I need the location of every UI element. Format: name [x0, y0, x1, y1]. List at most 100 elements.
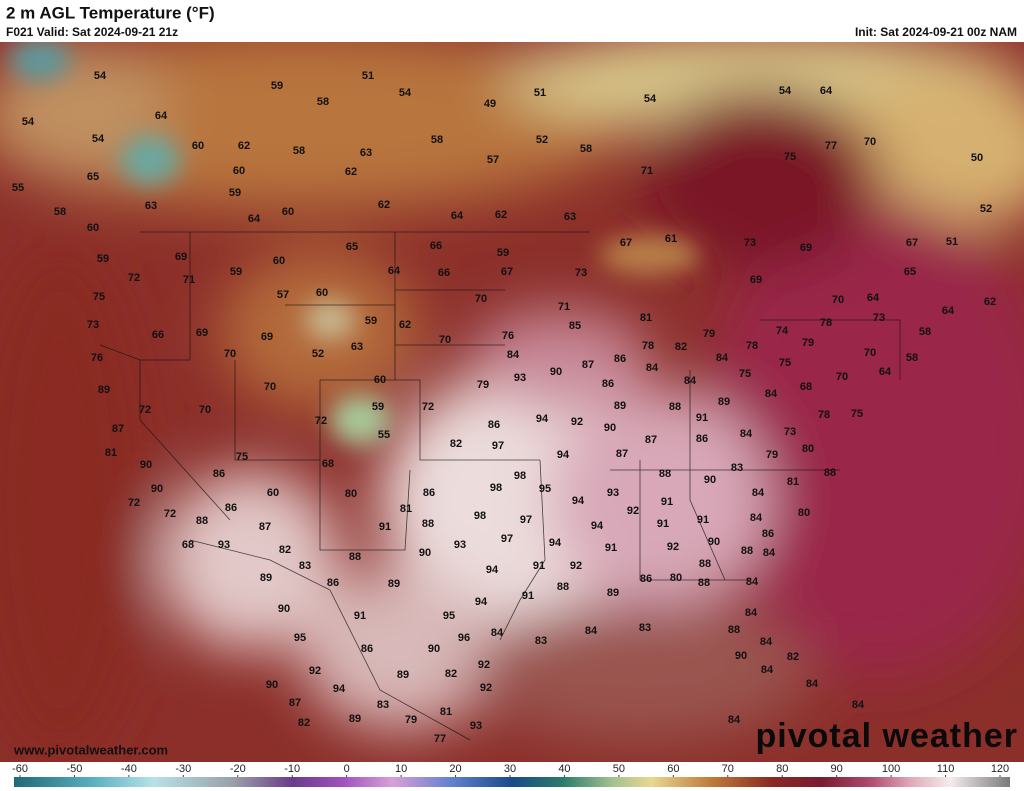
temperature-label: 63 — [564, 211, 576, 223]
temperature-label: 70 — [439, 334, 451, 346]
temperature-label: 78 — [818, 409, 830, 421]
temperature-label: 55 — [378, 429, 390, 441]
temperature-label: 92 — [571, 416, 583, 428]
temperature-label: 54 — [94, 70, 107, 82]
temperature-label: 92 — [570, 560, 582, 572]
map-title: 2 m AGL Temperature (°F) — [6, 3, 215, 22]
temperature-label: 88 — [699, 558, 711, 570]
temperature-label: 92 — [480, 682, 492, 694]
colorbar-tick-label: 100 — [882, 763, 900, 775]
temperature-label: 94 — [333, 683, 346, 695]
temperature-label: 90 — [735, 650, 747, 662]
temperature-label: 96 — [458, 632, 470, 644]
temperature-label: 59 — [497, 247, 509, 259]
temperature-label: 83 — [639, 622, 651, 634]
temperature-label: 50 — [971, 152, 983, 164]
temperature-label: 51 — [946, 236, 958, 248]
temperature-label: 88 — [728, 624, 740, 636]
temperature-label: 63 — [351, 341, 363, 353]
temperature-label: 84 — [585, 625, 598, 637]
temperature-label: 91 — [697, 514, 709, 526]
temperature-label: 72 — [128, 272, 140, 284]
temperature-label: 67 — [620, 237, 632, 249]
temperature-label: 94 — [557, 449, 570, 461]
temperature-label: 54 — [399, 87, 412, 99]
temperature-label: 86 — [602, 378, 614, 390]
temperature-label: 91 — [605, 542, 617, 554]
temperature-label: 64 — [820, 85, 833, 97]
temperature-label: 65 — [904, 266, 916, 278]
temperature-label: 75 — [93, 291, 105, 303]
temperature-label: 82 — [787, 651, 799, 663]
temperature-label: 98 — [490, 482, 502, 494]
colorbar-tick-label: -30 — [175, 763, 191, 775]
temperature-label: 69 — [261, 331, 273, 343]
temperature-label: 60 — [282, 206, 294, 218]
temperature-label: 72 — [139, 404, 151, 416]
temperature-label: 93 — [454, 539, 466, 551]
temperature-label: 69 — [800, 242, 812, 254]
temperature-label: 90 — [604, 422, 616, 434]
temperature-label: 82 — [279, 544, 291, 556]
colorbar-tick-label: 20 — [449, 763, 461, 775]
temperature-label: 83 — [731, 462, 743, 474]
temperature-label: 89 — [98, 384, 110, 396]
temperature-label: 79 — [802, 337, 814, 349]
temperature-label: 93 — [470, 720, 482, 732]
temperature-label: 59 — [230, 266, 242, 278]
temperature-label: 58 — [580, 143, 592, 155]
temperature-label: 84 — [740, 428, 753, 440]
temperature-label: 91 — [661, 496, 673, 508]
temperature-label: 86 — [225, 502, 237, 514]
temperature-label: 83 — [299, 560, 311, 572]
temperature-label: 54 — [22, 116, 35, 128]
temperature-labels: 54 51 59 58 54 49 51 54 54 64 64 54 54 60 62 58 63 58 52 57… — [12, 70, 996, 745]
temperature-label: 84 — [684, 375, 697, 387]
temperature-label: 98 — [514, 470, 526, 482]
temperature-label: 92 — [478, 659, 490, 671]
temperature-label: 94 — [549, 537, 562, 549]
temperature-label: 80 — [798, 507, 810, 519]
temperature-label: 81 — [787, 476, 799, 488]
temperature-label: 71 — [183, 274, 195, 286]
temperature-label: 60 — [273, 255, 285, 267]
temperature-label: 88 — [659, 468, 671, 480]
temperature-label: 97 — [520, 514, 532, 526]
temperature-label: 84 — [752, 487, 765, 499]
temperature-label: 68 — [800, 381, 812, 393]
temperature-label: 83 — [377, 699, 389, 711]
temperature-label: 62 — [238, 140, 250, 152]
temperature-label: 84 — [507, 349, 520, 361]
temperature-label: 62 — [399, 319, 411, 331]
temperature-label: 98 — [474, 510, 486, 522]
temperature-label: 84 — [852, 699, 865, 711]
temperature-label: 80 — [802, 443, 814, 455]
temperature-label: 60 — [192, 140, 204, 152]
temperature-label: 73 — [575, 267, 587, 279]
temperature-label: 89 — [397, 669, 409, 681]
temperature-label: 86 — [762, 528, 774, 540]
colorbar-tick-label: 30 — [504, 763, 516, 775]
temperature-label: 70 — [264, 381, 276, 393]
temperature-label: 51 — [534, 87, 546, 99]
temperature-label: 59 — [97, 253, 109, 265]
temperature-label: 82 — [298, 717, 310, 729]
temperature-label: 87 — [112, 423, 124, 435]
temperature-label: 86 — [327, 577, 339, 589]
colorbar-tick-label: 90 — [831, 763, 843, 775]
temperature-label: 70 — [864, 136, 876, 148]
temperature-label: 84 — [716, 352, 729, 364]
temperature-label: 55 — [12, 182, 24, 194]
temperature-label: 89 — [614, 400, 626, 412]
temperature-label: 70 — [224, 348, 236, 360]
temperature-label: 64 — [451, 210, 464, 222]
temperature-label: 63 — [145, 200, 157, 212]
temperature-label: 78 — [746, 340, 758, 352]
temperature-label: 75 — [779, 357, 791, 369]
temperature-label: 90 — [151, 483, 163, 495]
temperature-label: 69 — [196, 327, 208, 339]
temperature-label: 87 — [616, 448, 628, 460]
temperature-label: 86 — [423, 487, 435, 499]
temperature-label: 69 — [175, 251, 187, 263]
